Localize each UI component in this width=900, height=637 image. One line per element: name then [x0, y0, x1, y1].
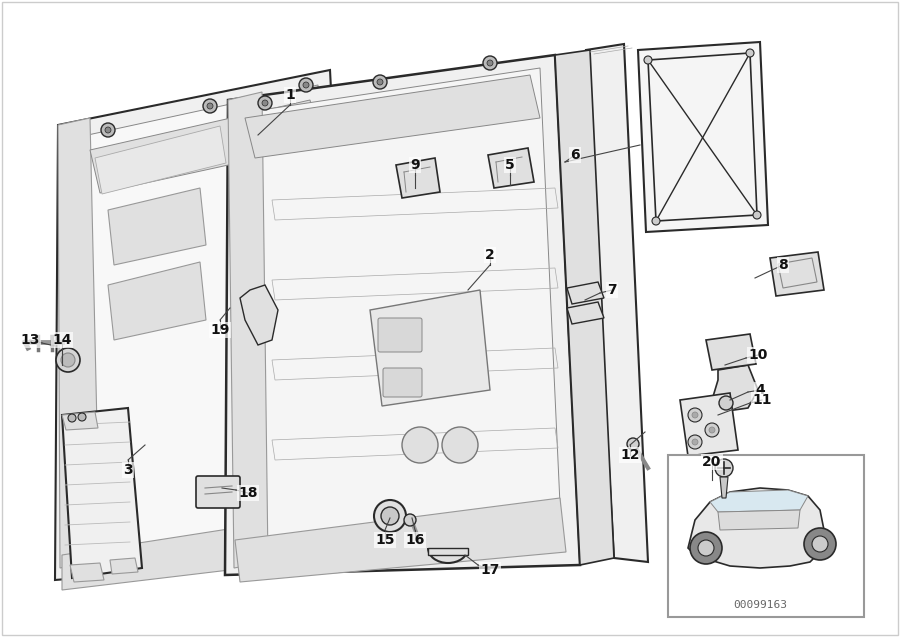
- Circle shape: [487, 60, 493, 66]
- Polygon shape: [62, 408, 142, 578]
- Circle shape: [262, 100, 268, 106]
- Circle shape: [374, 500, 406, 532]
- Text: 4: 4: [755, 383, 765, 397]
- Circle shape: [692, 439, 698, 445]
- Text: 17: 17: [481, 563, 500, 577]
- Circle shape: [652, 217, 660, 225]
- Circle shape: [207, 103, 213, 109]
- Text: 19: 19: [211, 323, 230, 337]
- Text: 6: 6: [571, 148, 580, 162]
- Polygon shape: [712, 365, 758, 412]
- Circle shape: [688, 408, 702, 422]
- Text: 12: 12: [620, 448, 640, 462]
- Polygon shape: [90, 100, 320, 193]
- Text: 2: 2: [485, 248, 495, 262]
- Circle shape: [68, 414, 76, 422]
- FancyBboxPatch shape: [668, 455, 864, 617]
- Circle shape: [373, 75, 387, 89]
- Circle shape: [78, 413, 86, 421]
- Circle shape: [442, 427, 478, 463]
- Circle shape: [381, 507, 399, 525]
- Circle shape: [812, 536, 828, 552]
- Polygon shape: [225, 55, 580, 575]
- Polygon shape: [488, 148, 534, 188]
- Text: 7: 7: [608, 283, 616, 297]
- FancyBboxPatch shape: [196, 476, 240, 508]
- Polygon shape: [370, 290, 490, 406]
- Circle shape: [644, 56, 652, 64]
- Circle shape: [715, 459, 733, 477]
- Circle shape: [692, 412, 698, 418]
- Circle shape: [404, 514, 416, 526]
- Polygon shape: [95, 126, 226, 194]
- Circle shape: [61, 353, 75, 367]
- Text: 16: 16: [405, 533, 425, 547]
- Polygon shape: [228, 92, 268, 568]
- Circle shape: [303, 82, 309, 88]
- Text: 20: 20: [702, 455, 722, 469]
- Polygon shape: [555, 50, 614, 565]
- Text: 5: 5: [505, 158, 515, 172]
- Circle shape: [101, 123, 115, 137]
- Polygon shape: [720, 477, 728, 498]
- Polygon shape: [245, 75, 540, 158]
- Text: 10: 10: [748, 348, 768, 362]
- Circle shape: [688, 435, 702, 449]
- Polygon shape: [108, 262, 206, 340]
- Polygon shape: [110, 558, 138, 574]
- Polygon shape: [428, 548, 468, 555]
- Circle shape: [402, 427, 438, 463]
- Text: 15: 15: [375, 533, 395, 547]
- Circle shape: [753, 211, 761, 219]
- Text: 8: 8: [778, 258, 788, 272]
- Polygon shape: [586, 44, 648, 562]
- Circle shape: [203, 99, 217, 113]
- Text: 13: 13: [21, 333, 40, 347]
- Circle shape: [746, 49, 754, 57]
- Polygon shape: [62, 510, 355, 590]
- Polygon shape: [638, 42, 768, 232]
- Polygon shape: [240, 285, 278, 345]
- Polygon shape: [567, 282, 604, 304]
- FancyBboxPatch shape: [383, 368, 422, 397]
- Circle shape: [258, 96, 272, 110]
- Circle shape: [627, 438, 639, 450]
- Circle shape: [804, 528, 836, 560]
- Text: 9: 9: [410, 158, 419, 172]
- Text: 18: 18: [238, 486, 257, 500]
- Polygon shape: [680, 393, 738, 456]
- Polygon shape: [235, 498, 566, 582]
- Circle shape: [719, 396, 733, 410]
- Polygon shape: [58, 118, 100, 568]
- Circle shape: [698, 540, 714, 556]
- Circle shape: [105, 127, 111, 133]
- Polygon shape: [710, 490, 808, 512]
- Text: 14: 14: [52, 333, 72, 347]
- Polygon shape: [70, 563, 104, 582]
- Polygon shape: [62, 412, 98, 430]
- Circle shape: [56, 348, 80, 372]
- Polygon shape: [396, 158, 440, 198]
- Circle shape: [377, 79, 383, 85]
- Circle shape: [705, 423, 719, 437]
- Polygon shape: [770, 252, 824, 296]
- Circle shape: [483, 56, 497, 70]
- Polygon shape: [706, 334, 756, 370]
- Circle shape: [299, 78, 313, 92]
- Polygon shape: [778, 258, 817, 288]
- Polygon shape: [108, 188, 206, 265]
- Text: 3: 3: [123, 463, 133, 477]
- Circle shape: [690, 532, 722, 564]
- Circle shape: [709, 427, 715, 433]
- Text: 1: 1: [285, 88, 295, 102]
- Text: 00099163: 00099163: [733, 600, 787, 610]
- Polygon shape: [72, 85, 340, 565]
- Polygon shape: [55, 70, 355, 580]
- Text: 11: 11: [752, 393, 772, 407]
- Polygon shape: [718, 510, 800, 530]
- Polygon shape: [567, 302, 604, 324]
- Polygon shape: [688, 488, 824, 568]
- FancyBboxPatch shape: [378, 318, 422, 352]
- Polygon shape: [238, 68, 562, 558]
